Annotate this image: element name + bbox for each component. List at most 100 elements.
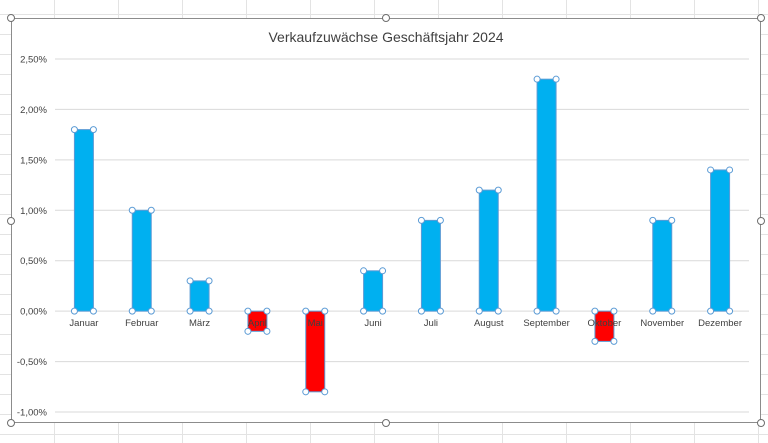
selection-handle[interactable] [205,307,213,315]
bar-februar[interactable] [132,210,152,312]
bar-selection-outline [363,270,384,312]
selection-handle[interactable] [417,307,425,315]
selection-handle[interactable] [321,388,329,396]
bar-juni[interactable] [363,270,383,312]
selection-handle[interactable] [668,216,676,224]
x-category-label: Februar [125,318,158,329]
y-tick-label: 0,00% [20,307,47,318]
selection-handle[interactable] [205,277,213,285]
resize-handle-top-center[interactable] [382,14,390,22]
selection-handle[interactable] [89,307,97,315]
y-tick-label: -0,50% [17,357,48,368]
bar-oktober[interactable] [594,311,614,342]
bar-selection-outline [131,209,152,312]
selection-handle[interactable] [610,307,618,315]
selection-handle[interactable] [128,206,136,214]
selection-handle[interactable] [263,327,271,335]
x-category-label: Januar [69,318,98,329]
selection-handle[interactable] [186,307,194,315]
selection-handle[interactable] [436,307,444,315]
selection-handle[interactable] [70,126,78,134]
selection-handle[interactable] [591,307,599,315]
resize-handle-top-right[interactable] [757,14,765,22]
bar-märz[interactable] [190,280,210,312]
bar-november[interactable] [652,220,672,312]
chart-title[interactable]: Verkaufzuwächse Geschäftsjahr 2024 [268,29,504,45]
resize-handle-bottom-right[interactable] [757,419,765,427]
resize-handle-middle-left[interactable] [7,217,15,225]
selection-handle[interactable] [128,307,136,315]
x-category-label: Juli [424,318,438,329]
selection-handle[interactable] [321,307,329,315]
selection-handle[interactable] [475,186,483,194]
y-tick-label: 2,50% [20,55,47,66]
y-tick-label: 1,00% [20,206,47,217]
x-category-label: Juni [364,318,381,329]
bar-april[interactable] [247,311,267,332]
selection-handle[interactable] [533,75,541,83]
selection-handle[interactable] [244,327,252,335]
x-category-label: März [189,318,210,329]
selection-handle[interactable] [70,307,78,315]
bar-selection-outline [247,310,268,332]
selection-handle[interactable] [89,126,97,134]
x-category-label: November [640,318,684,329]
selection-handle[interactable] [475,307,483,315]
selection-handle[interactable] [147,307,155,315]
selection-handle[interactable] [726,166,734,174]
selection-handle[interactable] [707,307,715,315]
resize-handle-top-left[interactable] [7,14,15,22]
selection-handle[interactable] [417,216,425,224]
bar-selection-outline [710,169,731,312]
y-tick-label: 2,00% [20,105,47,116]
y-tick-label: 1,50% [20,155,47,166]
bar-dezember[interactable] [710,169,730,312]
x-category-label: August [474,318,504,329]
selection-handle[interactable] [436,216,444,224]
resize-handle-bottom-center[interactable] [382,419,390,427]
bar-selection-outline [420,219,441,312]
selection-handle[interactable] [591,337,599,345]
selection-handle[interactable] [552,75,560,83]
selection-handle[interactable] [726,307,734,315]
selection-handle[interactable] [552,307,560,315]
selection-handle[interactable] [707,166,715,174]
bar-selection-outline [478,189,499,312]
selection-handle[interactable] [668,307,676,315]
chart-area[interactable]: Verkaufzuwächse Geschäftsjahr 2024 2,50%… [11,18,761,423]
selection-handle[interactable] [494,186,502,194]
bar-selection-outline [594,310,615,342]
selection-handle[interactable] [360,267,368,275]
selection-handle[interactable] [379,267,387,275]
bar-selection-outline [189,280,210,312]
bar-august[interactable] [479,190,499,312]
selection-handle[interactable] [302,388,310,396]
selection-handle[interactable] [302,307,310,315]
selection-handle[interactable] [147,206,155,214]
bar-januar[interactable] [74,129,94,312]
selection-handle[interactable] [610,337,618,345]
resize-handle-bottom-left[interactable] [7,419,15,427]
x-category-label: Dezember [698,318,742,329]
bar-selection-outline [652,219,673,312]
x-category-label: April [248,318,267,329]
selection-handle[interactable] [360,307,368,315]
y-tick-label: 0,50% [20,256,47,267]
selection-handle[interactable] [186,277,194,285]
y-tick-label: -1,00% [17,408,48,419]
selection-handle[interactable] [263,307,271,315]
plot-area[interactable]: 2,50% 2,00% 1,50% 1,00% 0,50% 0,00% -0,50% -1,0… [12,19,762,424]
bar-september[interactable] [537,79,557,312]
selection-handle[interactable] [494,307,502,315]
selection-handle[interactable] [649,307,657,315]
resize-handle-middle-right[interactable] [757,217,765,225]
bar-mai[interactable] [305,311,325,392]
selection-handle[interactable] [649,216,657,224]
bar-selection-outline [305,310,326,393]
bar-juli[interactable] [421,220,441,312]
bar-selection-outline [73,129,94,312]
selection-handle[interactable] [533,307,541,315]
selection-handle[interactable] [244,307,252,315]
selection-handle[interactable] [379,307,387,315]
x-category-label: Oktober [588,318,622,329]
